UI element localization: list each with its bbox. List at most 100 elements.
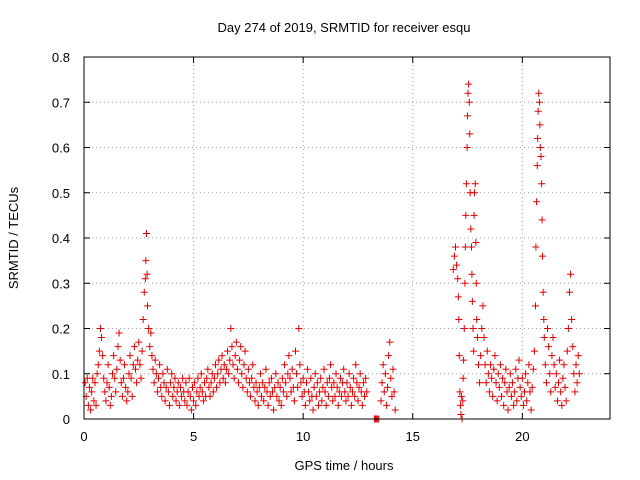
- data-point: [128, 392, 136, 400]
- data-point: [92, 401, 100, 409]
- data-point: [568, 315, 576, 323]
- data-point: [136, 361, 144, 369]
- data-point: [459, 374, 467, 382]
- data-point: [525, 361, 533, 369]
- data-point: [247, 392, 255, 400]
- data-point: [214, 370, 222, 378]
- data-point: [112, 388, 120, 396]
- data-point: [331, 392, 339, 400]
- data-point: [552, 370, 560, 378]
- data-point: [94, 361, 102, 369]
- data-point: [324, 392, 332, 400]
- data-point: [194, 374, 202, 382]
- data-point: [507, 392, 515, 400]
- data-point: [493, 397, 501, 405]
- data-point: [363, 388, 371, 396]
- data-point: [536, 121, 544, 129]
- data-point: [190, 397, 198, 405]
- data-point: [106, 401, 114, 409]
- y-tick-label: 0.3: [52, 276, 70, 291]
- data-point: [241, 347, 249, 355]
- data-point: [163, 365, 171, 373]
- data-point: [384, 383, 392, 391]
- data-point: [266, 392, 274, 400]
- data-point: [146, 343, 154, 351]
- data-point: [212, 361, 219, 369]
- data-point: [340, 365, 348, 373]
- data-point: [549, 334, 557, 342]
- data-point: [317, 374, 325, 382]
- data-point: [462, 211, 470, 219]
- data-point: [220, 361, 228, 369]
- data-point: [165, 401, 173, 409]
- data-point: [453, 261, 461, 269]
- data-point: [391, 406, 399, 414]
- data-point: [114, 343, 122, 351]
- data-point: [103, 379, 111, 387]
- data-point: [248, 374, 256, 382]
- data-point: [276, 383, 284, 391]
- data-point: [464, 89, 472, 97]
- data-point: [539, 288, 547, 296]
- data-point: [196, 383, 204, 391]
- data-point: [518, 374, 526, 382]
- data-point: [482, 379, 490, 387]
- data-point: [472, 239, 480, 247]
- data-point: [107, 392, 115, 400]
- y-tick-label: 0.2: [52, 322, 70, 337]
- x-tick-label: 20: [515, 429, 529, 444]
- data-point: [499, 374, 507, 382]
- data-point: [286, 374, 294, 382]
- data-point: [465, 98, 473, 106]
- data-point: [233, 365, 241, 373]
- data-point: [388, 392, 396, 400]
- data-point: [294, 383, 302, 391]
- data-point: [315, 401, 323, 409]
- data-point: [312, 392, 320, 400]
- data-point: [153, 388, 161, 396]
- data-point: [529, 365, 537, 373]
- data-point: [173, 388, 181, 396]
- data-point: [386, 338, 394, 346]
- x-tick-labels: 0 5 10 15 20: [80, 429, 529, 444]
- data-point: [133, 379, 141, 387]
- data-point: [274, 379, 282, 387]
- data-point: [344, 392, 352, 400]
- data-point: [345, 370, 353, 378]
- data-point: [389, 365, 397, 373]
- data-point: [471, 180, 479, 188]
- data-point: [477, 352, 485, 360]
- data-point: [457, 410, 465, 418]
- data-point: [471, 189, 479, 197]
- data-point: [245, 379, 253, 387]
- data-point: [265, 379, 273, 387]
- data-point: [480, 334, 488, 342]
- x-tick-label: 0: [80, 429, 87, 444]
- data-point: [511, 388, 519, 396]
- data-point: [167, 379, 175, 387]
- data-point: [88, 388, 96, 396]
- data-point: [334, 401, 342, 409]
- data-point: [87, 406, 95, 414]
- data-point: [503, 388, 511, 396]
- data-point: [254, 401, 262, 409]
- data-point: [313, 379, 321, 387]
- data-point: [573, 379, 581, 387]
- data-point: [291, 347, 299, 355]
- y-tick-labels: 0 0.1 0.2 0.3 0.4 0.5 0.6 0.7 0.8: [52, 50, 70, 427]
- data-point: [390, 388, 398, 396]
- data-point: [279, 388, 287, 396]
- data-point: [526, 388, 534, 396]
- data-point: [513, 397, 521, 405]
- data-point: [113, 365, 121, 373]
- data-point: [343, 379, 351, 387]
- data-point: [556, 356, 564, 364]
- data-point: [320, 365, 328, 373]
- data-point: [224, 347, 232, 355]
- data-point: [298, 392, 306, 400]
- data-point: [187, 406, 195, 414]
- data-point: [309, 406, 317, 414]
- data-point: [99, 352, 107, 360]
- data-point: [467, 243, 475, 251]
- data-point: [354, 397, 362, 405]
